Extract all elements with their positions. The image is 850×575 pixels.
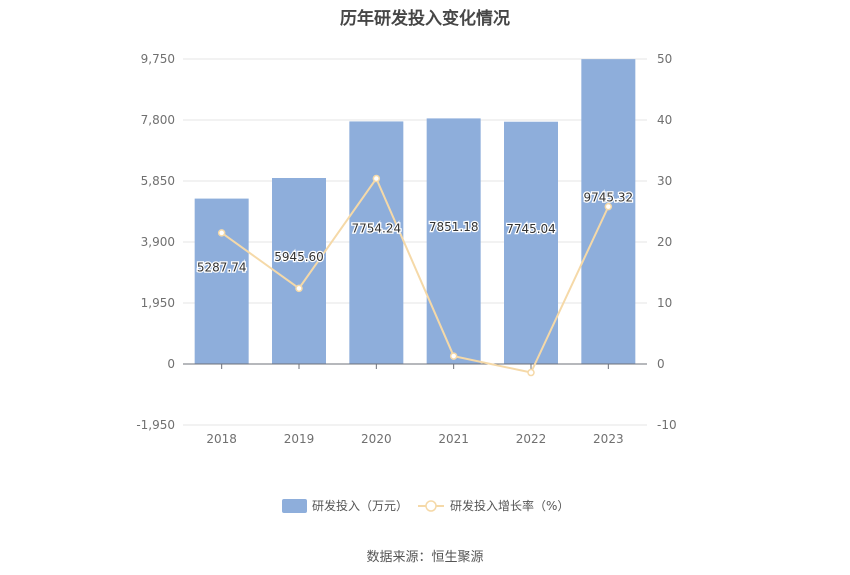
x-tick-label-2018: 2018 xyxy=(206,432,237,446)
bar-value-label-2023: 9745.32 xyxy=(584,191,634,205)
legend-bar-label: 研发投入（万元） xyxy=(312,498,408,513)
x-tick-label-2022: 2022 xyxy=(516,432,547,446)
y-right-tick-label: 20 xyxy=(657,235,672,249)
bar-value-label-2020: 7754.24 xyxy=(352,222,402,236)
x-tick-label-2021: 2021 xyxy=(438,432,469,446)
y-right-tick-label: 0 xyxy=(657,357,665,371)
y-left-tick-label: 5,850 xyxy=(141,174,175,188)
y-right-tick-label: 30 xyxy=(657,174,672,188)
x-tick-label-2023: 2023 xyxy=(593,432,624,446)
x-tick-label-2019: 2019 xyxy=(284,432,315,446)
y-right-tick-label: 10 xyxy=(657,296,672,310)
x-tick-label-2020: 2020 xyxy=(361,432,392,446)
bar-2022 xyxy=(504,121,558,364)
y-right-tick-label: 40 xyxy=(657,113,672,127)
growth-point-2019 xyxy=(295,284,303,293)
y-right-tick-label: -10 xyxy=(657,418,677,432)
bar-2019 xyxy=(272,178,326,364)
y-left-tick-label: -1,950 xyxy=(136,418,175,432)
grid-lines xyxy=(183,58,647,426)
bar-2020 xyxy=(349,121,404,365)
y-right-tick-label: 50 xyxy=(657,52,672,66)
growth-point-2022 xyxy=(527,368,535,377)
bar-value-label-2019: 5945.60 xyxy=(274,250,324,264)
y-left-tick-label: 0 xyxy=(167,357,175,371)
y-left-tick-label: 3,900 xyxy=(141,235,175,249)
bar-value-label-2022: 7745.04 xyxy=(506,222,556,236)
legend: 研发投入（万元） 研发投入增长率（%） xyxy=(282,498,569,513)
growth-line-path xyxy=(221,176,610,374)
chart-title: 历年研发投入变化情况 xyxy=(340,9,510,29)
growth-point-2018 xyxy=(217,229,226,237)
growth-point-2021 xyxy=(449,352,458,360)
bar-2021 xyxy=(426,118,481,364)
growth-point-2023 xyxy=(604,202,613,211)
axes: -1,950 0 1,950 3,900 5,850 7,800 9,750 -10 0 10 20… xyxy=(136,52,676,446)
source-note: 数据来源：恒生聚源 xyxy=(366,550,484,565)
bar-value-label-2021: 7851.18 xyxy=(429,220,479,234)
growth-point-2020 xyxy=(372,174,381,183)
y-left-tick-label: 9,750 xyxy=(141,52,175,66)
data-labels: 5287.74 5945.60 7754.24 7851.18 7745.04 9745.… xyxy=(196,189,635,275)
y-left-tick-label: 7,800 xyxy=(141,113,175,127)
bar-value-label-2018: 5287.74 xyxy=(197,260,247,274)
legend-line-label: 研发投入增长率（%） xyxy=(450,498,569,513)
growth-line xyxy=(217,174,613,377)
y-left-tick-label: 1,950 xyxy=(141,296,175,310)
legend-line-marker xyxy=(425,500,437,512)
bar-2023 xyxy=(581,59,636,365)
bars xyxy=(194,59,636,365)
bar-2018 xyxy=(194,198,249,364)
legend-bar-swatch xyxy=(282,499,307,513)
